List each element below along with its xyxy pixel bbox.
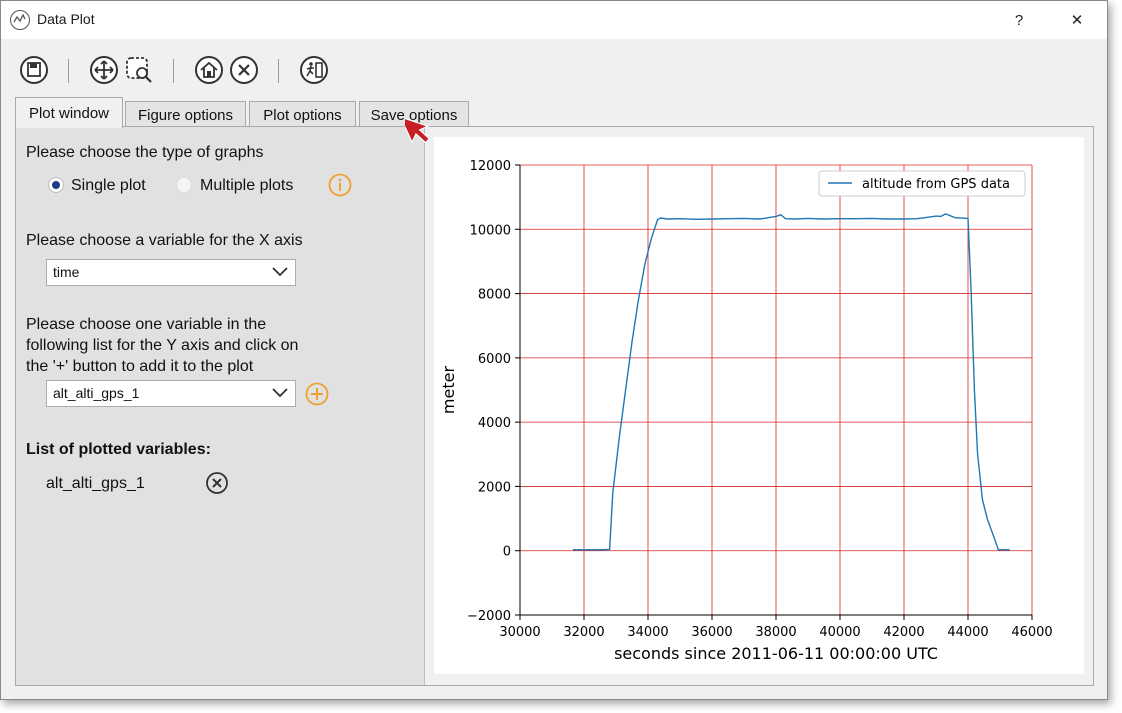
legend-label: altitude from GPS data [862,177,1010,192]
single-plot-radio[interactable] [48,177,64,193]
series-line-altitude [572,213,1010,551]
x-tick-label: 30000 [499,625,540,640]
zoom-rect-icon[interactable] [124,55,154,85]
mouse-cursor-icon [405,115,431,144]
app-plot-icon [10,10,30,30]
y-tick-label: 12000 [470,159,511,174]
x-tick-label: 42000 [883,625,924,640]
x-tick-label: 36000 [691,625,732,640]
add-plus-icon[interactable] [305,382,329,411]
toolbar-separator [278,59,279,83]
remove-variable-icon[interactable] [205,471,229,500]
toolbar-separator [173,59,174,83]
window-title: Data Plot [37,11,95,27]
single-plot-label[interactable]: Single plot [71,177,146,194]
x-tick-label: 34000 [627,625,668,640]
plot-window-panel: Please choose the type of graphs Single … [15,126,1094,686]
y-tick-label: 2000 [478,480,511,495]
y-axis-prompt-1: Please choose one variable in the [26,316,267,333]
exit-icon[interactable] [299,55,329,85]
plotted-variable-item: alt_alti_gps_1 [46,475,145,492]
home-icon[interactable] [194,55,224,85]
chevron-down-icon [272,267,288,277]
y-tick-label: 8000 [478,288,511,303]
tab-plot-window[interactable]: Plot window [15,97,123,128]
multiple-plots-label[interactable]: Multiple plots [200,177,294,194]
chevron-down-icon [272,388,288,398]
tab-figure-options[interactable]: Figure options [125,101,246,128]
toolbar-separator [68,59,69,83]
y-tick-label: 0 [503,545,511,560]
x-tick-label: 38000 [755,625,796,640]
title-bar: Data Plot ? ✕ [1,1,1107,39]
help-button[interactable]: ? [1014,11,1024,29]
save-icon[interactable] [19,55,49,85]
graph-type-prompt: Please choose the type of graphs [26,144,264,161]
y-tick-label: 4000 [478,416,511,431]
altitude-chart: 30000 32000 34000 36000 38000 40000 42000 44000… [439,159,1053,663]
x-variable-select[interactable]: time [46,259,296,286]
x-tick-label: 40000 [819,625,860,640]
y-axis-prompt-2: following list for the Y axis and click … [26,337,299,354]
toolbar [17,53,417,89]
y-variable-select[interactable]: alt_alti_gps_1 [46,380,296,407]
pan-icon[interactable] [89,55,119,85]
close-button[interactable]: ✕ [1070,12,1084,29]
multiple-plots-radio[interactable] [176,177,192,193]
info-icon[interactable] [328,173,352,202]
x-axis-prompt: Please choose a variable for the X axis [26,232,303,249]
x-tick-label: 32000 [563,625,604,640]
plot-canvas[interactable]: 30000 32000 34000 36000 38000 40000 42000 44000… [434,137,1084,674]
legend-box [818,170,1026,197]
y-variable-value: alt_alti_gps_1 [53,385,140,401]
data-plot-window: Data Plot ? ✕ Plot window Figure options… [0,0,1108,700]
y-axis-prompt-3: the '+' button to add it to the plot [26,358,254,375]
y-tick-label: 10000 [470,223,511,238]
options-pane: Please choose the type of graphs Single … [16,127,425,685]
x-tick-label: 44000 [947,625,988,640]
x-tick-label: 46000 [1011,625,1052,640]
y-tick-label: 6000 [478,352,511,367]
x-variable-value: time [53,264,80,280]
tab-plot-options[interactable]: Plot options [249,101,356,128]
y-tick-label: −2000 [467,609,511,624]
y-axis-label: meter [439,366,458,415]
clear-icon[interactable] [229,55,259,85]
plotted-list-heading: List of plotted variables: [26,441,211,458]
x-axis-label: seconds since 2011-06-11 00:00:00 UTC [614,644,938,663]
